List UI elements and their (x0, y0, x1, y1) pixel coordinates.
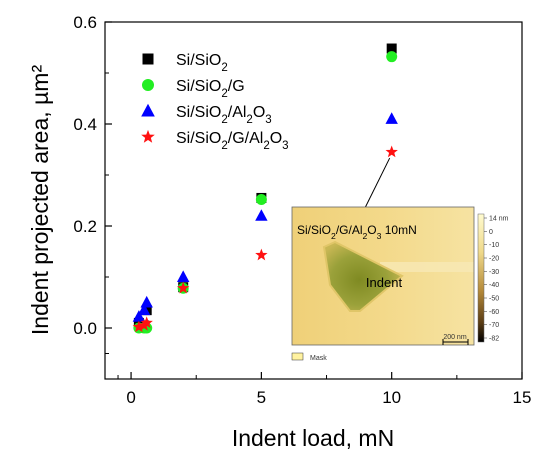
colorbar-tick-label: -70 (489, 322, 499, 329)
data-point-triangle (132, 310, 146, 322)
colorbar-tick-label: -10 (489, 242, 499, 249)
data-point-triangle (255, 209, 268, 221)
data-point-triangle (176, 270, 190, 282)
data-point-star (385, 145, 398, 158)
x-tick-label: 0 (126, 388, 135, 407)
y-tick-label: 0.2 (73, 217, 97, 236)
data-point-square (386, 43, 397, 54)
legend-label: Si/SiO2/Al2O3 (176, 104, 272, 126)
y-axis-label: Indent projected area, µm² (27, 65, 53, 336)
data-point-star (140, 316, 153, 329)
y-tick-label: 0.6 (73, 13, 97, 32)
colorbar-tick-label: 14 nm (489, 216, 509, 223)
data-point-star (177, 281, 190, 294)
colorbar-tick-label: -50 (489, 296, 499, 303)
axis-ticks: 0 5 10 15 0.0 0.2 0.4 0.6 (73, 13, 531, 407)
inset-streak (380, 262, 474, 272)
data-point-triangle (137, 303, 151, 316)
legend-marker-star (141, 129, 155, 143)
colorbar-tick-label: -40 (489, 282, 499, 289)
x-tick-label: 15 (513, 388, 532, 407)
x-tick-label: 10 (382, 388, 401, 407)
legend-marker-triangle (141, 103, 155, 117)
x-axis-label: Indent load, mN (232, 425, 394, 451)
inset-border (291, 206, 475, 346)
y-tick-label: 0.0 (73, 319, 97, 338)
indent-region (322, 240, 404, 312)
afm-inset: 14 nm 0 -10 -20 -30 -40 -50 -60 -70 -82 200 nm Ma… (291, 206, 509, 362)
data-point-circle (255, 193, 267, 205)
data-point-star (255, 248, 268, 261)
colorbar (477, 213, 485, 343)
legend-label: Si/SiO2 (176, 52, 228, 74)
colorbar-tick-label: -82 (489, 336, 499, 343)
indent-label: Indent (366, 275, 403, 290)
legend-label: Si/SiO2/G/Al2O3 (176, 130, 289, 152)
colorbar-ticks: 14 nm 0 -10 -20 -30 -40 -50 -60 -70 -82 (484, 216, 509, 343)
inset-title: Si/SiO2/G/Al2O3 10mN (297, 223, 417, 241)
data-points (132, 43, 398, 334)
legend-marker-square (142, 53, 154, 65)
scale-bar-label: 200 nm (443, 334, 467, 341)
colorbar-tick-label: 0 (489, 229, 493, 236)
plot-frame (104, 21, 523, 380)
colorbar-tick-label: -20 (489, 256, 499, 263)
data-point-triangle (140, 295, 153, 308)
data-point-triangle (385, 112, 398, 124)
mask-label: Mask (310, 355, 327, 362)
legend-marker-circle (142, 79, 154, 91)
data-point-circle (386, 51, 398, 63)
data-point-star (132, 320, 146, 333)
legend: Si/SiO2 Si/SiO2/G Si/SiO2/Al2O3 Si/SiO2/G/A… (141, 52, 289, 152)
y-tick-label: 0.4 (73, 115, 97, 134)
colorbar-tick-label: -30 (489, 269, 499, 276)
colorbar-tick-label: -60 (489, 309, 499, 316)
mask-swatch (291, 352, 304, 361)
x-tick-label: 5 (257, 388, 266, 407)
legend-label: Si/SiO2/G (176, 78, 245, 100)
